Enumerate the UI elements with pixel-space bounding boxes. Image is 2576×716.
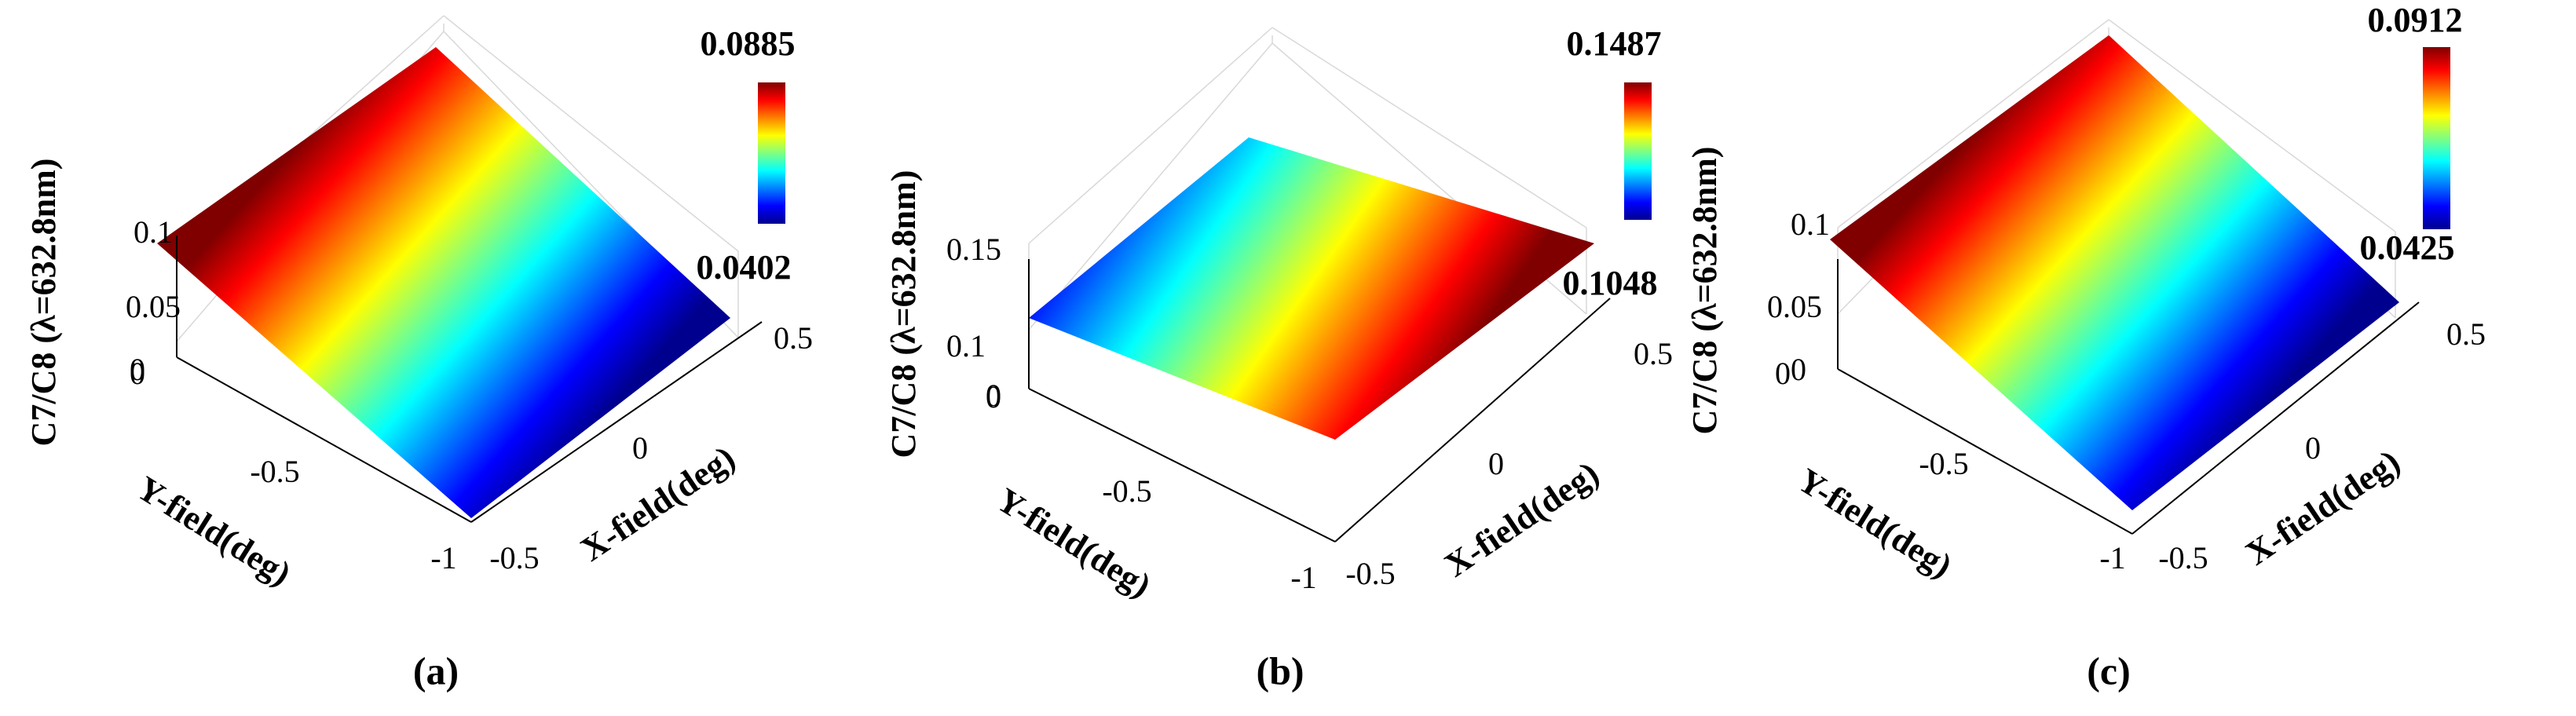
x-tick-label: -0.5 <box>2158 540 2208 575</box>
colorbar-min-label: 0.0402 <box>697 248 792 287</box>
axes <box>1028 259 1611 542</box>
x-tick-label: 0.5 <box>774 320 813 356</box>
y-axis-line <box>1028 388 1336 542</box>
grid-line <box>1028 27 1273 244</box>
x-axis-line <box>470 321 763 523</box>
colorbar-max-label: 0.0885 <box>701 24 796 63</box>
x-tick-label: 0 <box>2305 430 2321 466</box>
grid-line <box>1837 19 2109 228</box>
x-tick-label: 0 <box>632 430 648 466</box>
z-tick-label: 0 <box>986 378 1001 413</box>
surface-plane <box>1830 35 2399 510</box>
axes <box>1837 259 2420 535</box>
grid-line <box>2108 19 2396 232</box>
z-tick-label: 0.05 <box>1767 289 1822 324</box>
z-tick-label: 0 <box>1775 356 1791 391</box>
x-axis-line <box>2131 301 2420 535</box>
colorbar-max-label: 0.0912 <box>2368 1 2463 39</box>
grid-line <box>443 15 739 252</box>
chart-panel-1: 0 0.05 0.1 -1 -0.5 0 -0.5 0 0.5 C7/C8 (λ=632.8nm)… <box>24 15 813 692</box>
z-axis-label: C7/C8 (λ=632.8nm) <box>1685 147 1724 435</box>
y-tick-label: -1 <box>2099 540 2125 575</box>
z-axis-label: C7/C8 (λ=632.8nm) <box>24 159 63 447</box>
x-tick-label: -0.5 <box>489 540 539 575</box>
grid-line <box>1028 42 1273 331</box>
axes <box>176 236 763 523</box>
y-tick-label: -1 <box>1290 560 1316 595</box>
z-tick-label: 0.1 <box>946 328 986 363</box>
chart-panel-3: 0 0.05 0.1 -1 -0.5 0 -0.5 0 0.5 C7/C8 (λ=632.8nm)… <box>1685 1 2486 692</box>
y-tick-label: 0 <box>130 356 145 391</box>
surface-plane <box>1029 137 1594 440</box>
y-tick-label: -0.5 <box>1919 446 1968 481</box>
x-tick-label: 0 <box>1488 446 1504 481</box>
y-axis-line <box>176 356 472 523</box>
x-tick-label: -0.5 <box>1345 556 1395 591</box>
z-tick-label: 0.05 <box>126 289 181 324</box>
colorbar-min-label: 0.1048 <box>1563 264 1658 302</box>
panel-label: (a) <box>413 648 459 692</box>
x-axis-label: X-field(deg) <box>574 438 742 568</box>
colorbar <box>758 82 785 224</box>
y-tick-label: 0 <box>1791 352 1806 387</box>
surface-plane <box>157 47 730 518</box>
y-tick-label: -0.5 <box>250 454 299 489</box>
y-tick-label: 0 <box>986 379 1001 415</box>
colorbar-min-label: 0.0425 <box>2360 228 2455 267</box>
colorbar-max-label: 0.1487 <box>1567 24 1662 63</box>
colorbar <box>1624 82 1652 220</box>
grid-line <box>1272 27 1587 228</box>
panel-label: (b) <box>1256 648 1304 692</box>
z-tick-label: 0.1 <box>134 214 173 250</box>
x-tick-label: 0.5 <box>2446 316 2486 352</box>
z-axis-label: C7/C8 (λ=632.8nm) <box>884 170 923 458</box>
z-tick-label: 0.1 <box>1791 206 1830 242</box>
y-tick-label: -0.5 <box>1102 473 1151 509</box>
x-tick-label: 0.5 <box>1634 336 1673 371</box>
y-tick-label: -1 <box>430 540 456 575</box>
y-axis-line <box>1837 368 2133 535</box>
chart-panel-2: 00.10.15-1-0.50-0.500.5C7/C8 (λ=632.8nm)… <box>884 24 1673 692</box>
z-tick-label: 0 <box>130 352 145 387</box>
panel-label: (c) <box>2087 648 2131 692</box>
x-axis-label: X-field(deg) <box>1438 454 1606 584</box>
x-axis-line <box>1334 298 1611 542</box>
colorbar <box>2423 47 2450 229</box>
z-tick-label: 0.15 <box>946 232 1001 267</box>
x-axis-label: X-field(deg) <box>2239 442 2407 572</box>
